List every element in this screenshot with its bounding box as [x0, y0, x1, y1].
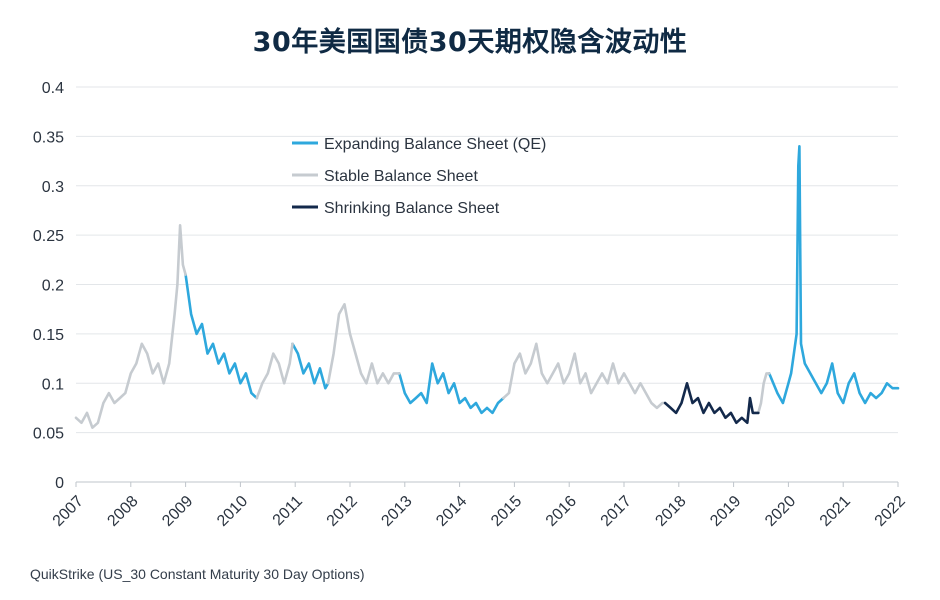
series-line-stable-balance-sheet — [326, 303, 401, 385]
x-tick-label: 2017 — [598, 493, 635, 530]
y-tick-label: 0.25 — [33, 228, 64, 245]
x-tick-label: 2008 — [104, 493, 141, 530]
y-tick-label: 0.2 — [42, 278, 64, 295]
gridlines — [76, 86, 898, 483]
x-tick-label: 2014 — [433, 493, 470, 530]
series-line-stable-balance-sheet — [74, 224, 187, 429]
y-tick-label: 0 — [55, 475, 64, 492]
x-tick-label: 2018 — [652, 493, 689, 530]
legend-label: Expanding Balance Sheet (QE) — [324, 136, 546, 153]
series-line-stable-balance-sheet — [255, 342, 294, 400]
y-tick-label: 0.15 — [33, 327, 64, 344]
x-tick-label: 2021 — [817, 493, 854, 530]
series-line-expanding-balance-sheet-qe — [184, 273, 259, 400]
y-tick-label: 0.05 — [33, 426, 64, 443]
x-tick-label: 2020 — [762, 493, 799, 530]
chart: 00.050.10.150.20.250.30.350.4 2007 2008 20… — [33, 80, 909, 530]
y-tick-label: 0.35 — [33, 129, 64, 146]
x-tick-label: 2022 — [872, 493, 909, 530]
y-axis: 0 0.05 0.1 0.15 0.2 0.25 0.3 0.35 0.4 — [33, 80, 64, 492]
y-tick-label: 0.4 — [42, 80, 64, 97]
source-note: QuikStrike (US_30 Constant Maturity 30 D… — [30, 566, 365, 582]
legend: Expanding Balance Sheet (QE) Stable Balan… — [292, 136, 546, 217]
series-line-shrinking-balance-sheet — [663, 382, 760, 425]
y-tick-label: 0.3 — [42, 179, 64, 196]
x-tick-label: 2016 — [543, 493, 580, 530]
series-line-stable-balance-sheet — [757, 372, 771, 415]
legend-label: Stable Balance Sheet — [324, 168, 478, 185]
x-tick-label: 2013 — [378, 493, 415, 530]
x-tick-label: 2015 — [488, 493, 525, 530]
plot-area — [74, 145, 900, 429]
x-tick-label: 2011 — [270, 493, 306, 529]
x-axis: 2007 2008 2009 2010 2011 2012 2013 2014 2015 2016… — [50, 482, 909, 530]
x-tick-label: 2019 — [707, 493, 744, 530]
x-tick-label: 2010 — [214, 493, 251, 530]
series-line-expanding-balance-sheet-qe — [398, 362, 505, 415]
series-line-stable-balance-sheet — [502, 342, 667, 410]
series-line-expanding-balance-sheet-qe — [767, 145, 900, 405]
y-tick-label: 0.1 — [42, 376, 64, 393]
chart-title: 30年美国国债30天期权隐含波动性 — [252, 27, 688, 58]
legend-label: Shrinking Balance Sheet — [324, 200, 500, 217]
series-line-expanding-balance-sheet-qe — [291, 342, 330, 390]
x-tick-label: 2007 — [50, 493, 87, 530]
x-tick-label: 2012 — [324, 493, 361, 530]
x-tick-label: 2009 — [159, 493, 196, 530]
